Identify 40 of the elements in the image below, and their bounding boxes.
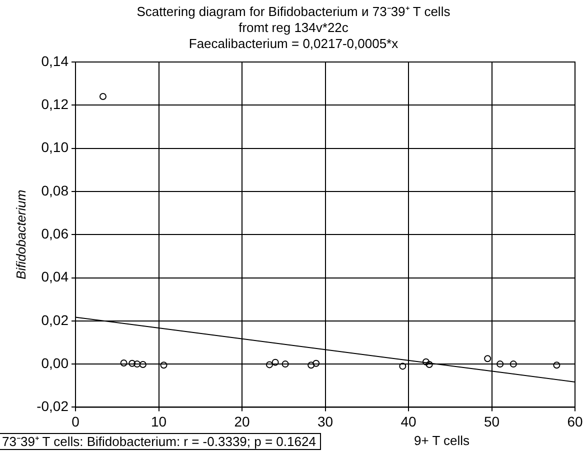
- x-tick-label: 60: [567, 413, 583, 430]
- x-tick-label: 50: [484, 413, 500, 430]
- x-tick-label: 30: [317, 413, 334, 430]
- point: [510, 360, 517, 368]
- y-tick-label: -0,02: [36, 398, 69, 414]
- point: [422, 358, 430, 366]
- point: [139, 360, 146, 368]
- x-tick-label: 20: [234, 413, 250, 430]
- chart-subtitle: fromt reg 134v*22c: [238, 20, 350, 36]
- point: [282, 360, 289, 368]
- chart-title: Scattering diagram for Bifidobacterium и 73⁻39⁺ T cells: [136, 4, 452, 20]
- y-tick-label: 0,00: [41, 354, 69, 371]
- point: [99, 93, 106, 100]
- y-tick-label: 0,14: [41, 52, 69, 69]
- x-tick-label: 10: [150, 413, 167, 430]
- point: [120, 359, 128, 366]
- x-tick-label: 0: [72, 413, 80, 430]
- point: [399, 362, 406, 370]
- y-tick-label: 0,06: [41, 225, 69, 242]
- point: [266, 361, 273, 368]
- x-axis-title: 9+ T cells: [414, 433, 470, 448]
- point: [484, 355, 492, 362]
- text: Faecalibacterium = 0,0217-0,0005*x: [188, 36, 400, 52]
- point: [496, 360, 504, 368]
- y-axis-title: Bifidobacterium: [13, 190, 28, 280]
- point: [160, 362, 168, 369]
- text: 73⁻39⁺ T cells: Bifidobacterium: r = -0.3339; p = 0.1624: [0, 433, 321, 450]
- point: [128, 360, 136, 367]
- y-tick-label: 0,08: [41, 182, 69, 198]
- point: [553, 362, 560, 369]
- y-tick-label: 0,10: [41, 139, 69, 156]
- point: [312, 360, 320, 367]
- point: [272, 358, 279, 366]
- point: [308, 362, 315, 369]
- point: [134, 360, 141, 368]
- y-tick-label: 0,12: [41, 96, 69, 112]
- y-tick-label: 0,02: [41, 312, 69, 328]
- x-tick-label: 40: [400, 413, 416, 430]
- point: [426, 360, 433, 368]
- y-tick-label: 0,04: [41, 268, 69, 285]
